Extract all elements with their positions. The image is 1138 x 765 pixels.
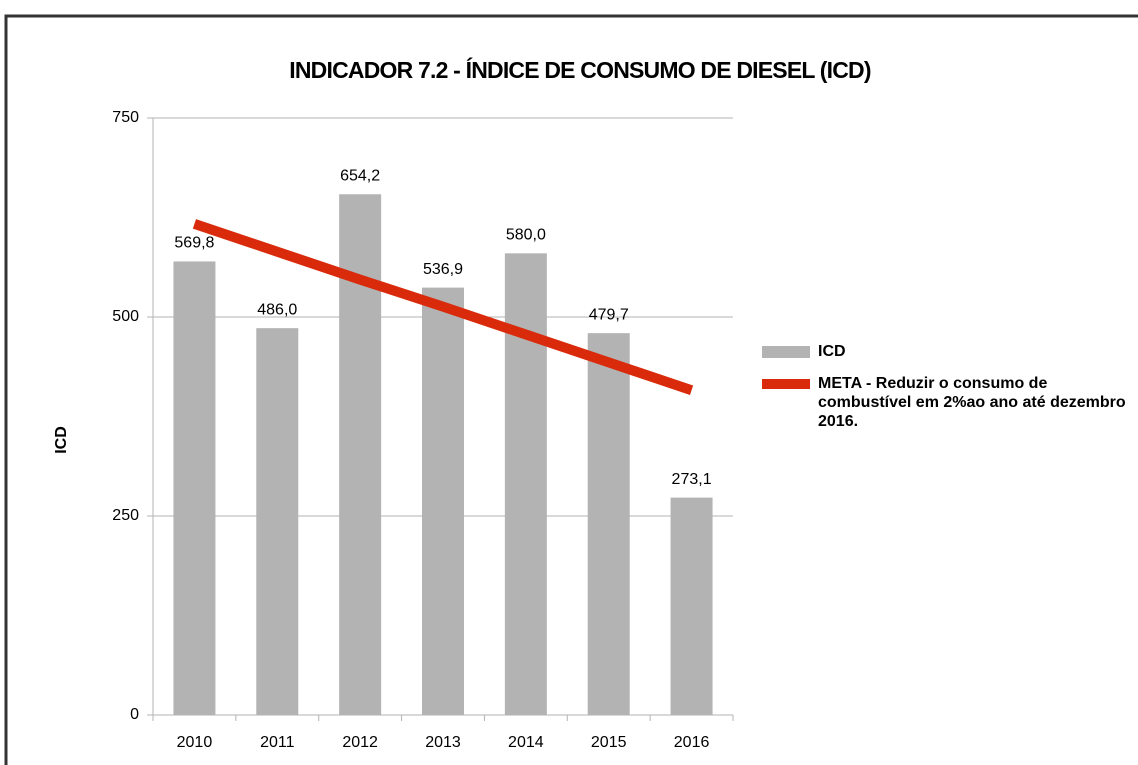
- x-tick-label: 2016: [674, 734, 710, 751]
- legend-swatch: [762, 346, 810, 358]
- bar: [173, 261, 216, 715]
- bar: [504, 253, 547, 715]
- x-tick-label: 2010: [177, 734, 213, 751]
- data-label: 486,0: [257, 301, 297, 318]
- data-label: 569,8: [174, 235, 214, 252]
- legend-label: META - Reduzir o consumo de combustível …: [818, 375, 1126, 430]
- y-axis-label: ICD: [53, 426, 70, 454]
- bar: [670, 497, 713, 715]
- y-tick-label: 750: [112, 109, 139, 126]
- data-label: 654,2: [340, 167, 380, 184]
- y-tick-label: 0: [130, 706, 139, 723]
- chart-title: INDICADOR 7.2 - ÍNDICE DE CONSUMO DE DIE…: [289, 56, 871, 83]
- y-tick-label: 500: [112, 308, 139, 325]
- x-tick-label: 2015: [591, 734, 627, 751]
- legend-label: ICD: [818, 343, 846, 360]
- y-tick-label: 250: [112, 507, 139, 524]
- data-label: 273,1: [672, 471, 712, 488]
- bar: [422, 287, 464, 715]
- data-label: 580,0: [506, 227, 546, 244]
- bar: [256, 328, 299, 715]
- line: [192, 219, 694, 395]
- bar: [587, 333, 630, 715]
- data-label: 536,9: [423, 261, 463, 278]
- data-label: 479,7: [589, 306, 629, 323]
- x-tick-label: 2013: [425, 734, 461, 751]
- x-tick-label: 2012: [342, 734, 378, 751]
- x-tick-label: 2011: [260, 734, 295, 751]
- x-tick-label: 2014: [508, 734, 544, 751]
